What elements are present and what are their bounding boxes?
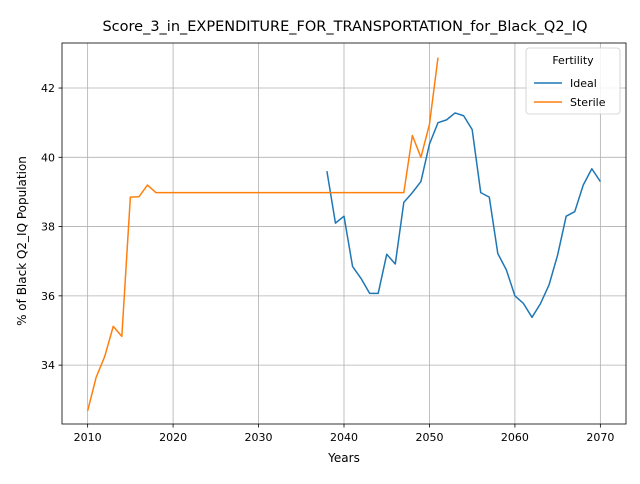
x-tick-label: 2040	[330, 431, 358, 444]
series-line-ideal	[327, 113, 600, 317]
y-axis-label: % of Black Q2_IQ Population	[15, 156, 29, 326]
x-tick-label: 2070	[586, 431, 614, 444]
y-tick-label: 42	[41, 82, 55, 95]
y-tick-label: 34	[41, 359, 55, 372]
x-tick-label: 2010	[74, 431, 102, 444]
x-axis-ticks: 2010 2020 2030 2040 2050 2060 2070	[74, 424, 615, 444]
y-axis-ticks: 34 36 38 40 42	[41, 82, 62, 372]
x-tick-label: 2020	[159, 431, 187, 444]
x-tick-label: 2050	[415, 431, 443, 444]
x-tick-label: 2030	[245, 431, 273, 444]
series-line-sterile	[88, 58, 438, 411]
legend-label-sterile: Sterile	[570, 96, 606, 109]
legend-label-ideal: Ideal	[570, 77, 597, 90]
chart-title: Score_3_in_EXPENDITURE_FOR_TRANSPORTATIO…	[102, 19, 587, 35]
y-tick-label: 38	[41, 221, 55, 234]
y-tick-label: 40	[41, 151, 55, 164]
x-tick-label: 2060	[501, 431, 529, 444]
legend: Fertility Ideal Sterile	[526, 48, 620, 114]
y-tick-label: 36	[41, 290, 55, 303]
x-axis-label: Years	[327, 451, 360, 465]
legend-title: Fertility	[552, 54, 594, 67]
